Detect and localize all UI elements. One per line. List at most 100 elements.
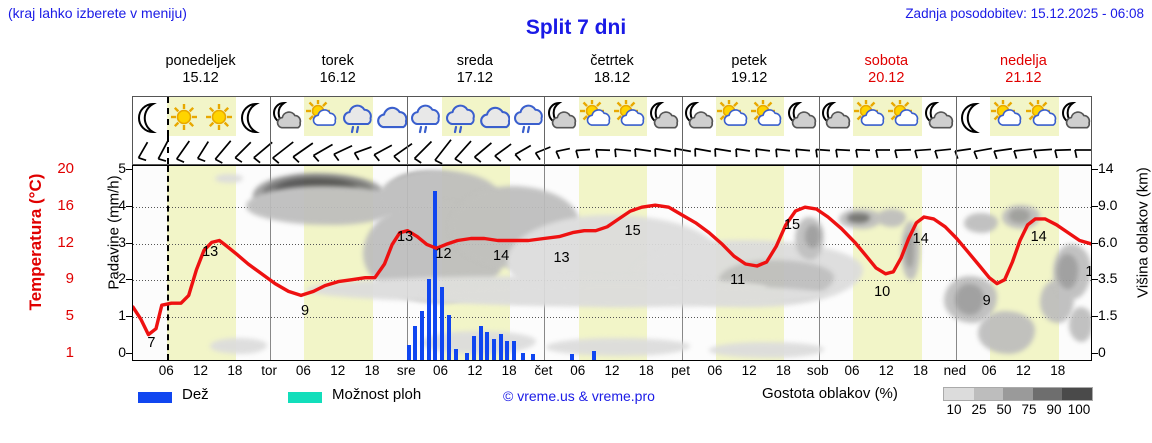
temperature-label: 7 xyxy=(147,334,156,351)
wind-barb xyxy=(766,136,800,165)
cloud-height-tick: 1.5 xyxy=(1098,307,1118,324)
time-tick-label: sre xyxy=(396,363,416,378)
time-tick-label: 12 xyxy=(330,363,346,378)
wind-barb xyxy=(926,136,960,165)
wind-barb xyxy=(986,136,1020,165)
cloud-scale-number: 100 xyxy=(1067,402,1091,417)
wind-barb xyxy=(386,136,420,165)
day-date: 18.12 xyxy=(593,70,631,86)
location-menu-note: (kraj lahko izberete v meniju) xyxy=(8,5,187,21)
sun-icon xyxy=(202,100,236,134)
cloud-scale-number: 50 xyxy=(996,402,1012,417)
rain-legend-swatch xyxy=(138,392,172,403)
cloud-density-blob xyxy=(964,213,998,233)
cloud-rain-icon xyxy=(407,100,441,134)
wind-barb xyxy=(786,136,820,165)
day-separator xyxy=(270,97,272,137)
temperature-tick: 1 xyxy=(65,344,74,361)
sun-cloud-icon xyxy=(990,100,1024,134)
temperature-value-labels: 7 13 9 13 12 14 13 15 11 15 10 14 9 14 11 xyxy=(133,166,1092,360)
wind-barb xyxy=(646,136,680,165)
cloud-height-tick: 6.0 xyxy=(1098,233,1118,250)
wind-barb xyxy=(166,136,200,165)
wind-barb xyxy=(186,136,220,165)
rain-legend-label: Dež xyxy=(182,386,209,403)
time-tick-label: 12 xyxy=(193,363,209,378)
time-tick-label: 06 xyxy=(707,363,723,378)
cloud-density-blob xyxy=(421,283,825,308)
day-date: 15.12 xyxy=(182,70,219,86)
sun-cloud-icon xyxy=(716,100,750,134)
current-time-marker xyxy=(167,136,169,164)
cloud-density-blob xyxy=(805,224,821,249)
horizontal-gridline xyxy=(133,206,1091,208)
wind-barb xyxy=(706,136,740,165)
cloud-scale-step xyxy=(944,388,974,400)
cloud-rain-icon xyxy=(442,100,476,134)
precipitation-bar xyxy=(433,190,438,360)
precipitation-bar xyxy=(512,341,517,360)
wind-barb xyxy=(566,136,600,165)
day-name: sreda xyxy=(456,53,493,69)
daylight-band xyxy=(167,166,202,360)
time-tick-label: 06 xyxy=(981,363,997,378)
current-time-marker xyxy=(167,97,169,136)
wind-barb xyxy=(866,136,900,165)
cloud-scale-number: 25 xyxy=(971,402,987,417)
temperature-axis-title: Temperatura (°C) xyxy=(26,173,45,311)
time-tick-label: ned xyxy=(943,363,967,378)
cloud-density-blob xyxy=(1008,209,1030,223)
cloud-rain-icon xyxy=(339,100,373,134)
precipitation-bar xyxy=(498,333,503,360)
day-date: 16.12 xyxy=(319,70,356,86)
temperature-label: 9 xyxy=(982,293,991,310)
day-header-nedelja: nedelja 21.12 xyxy=(955,53,1092,87)
temperature-label: 15 xyxy=(624,222,641,239)
day-date: 19.12 xyxy=(730,70,768,86)
precipitation-tick: 0 xyxy=(118,344,126,360)
moon-icon xyxy=(236,100,270,134)
time-tick-label: 18 xyxy=(227,363,243,378)
cloud-height-tick-mark xyxy=(1092,169,1098,170)
day-name: petek xyxy=(731,53,767,69)
temperature-label: 11 xyxy=(1085,264,1092,280)
sun-cloud-icon xyxy=(613,100,647,134)
time-tick-label: 18 xyxy=(913,363,929,378)
temperature-label: 13 xyxy=(202,244,219,261)
time-tick-label: tor xyxy=(261,363,278,378)
cloud-scale-step xyxy=(1003,388,1033,400)
time-tick-label: 06 xyxy=(158,363,174,378)
day-separator xyxy=(681,97,683,137)
wind-barb xyxy=(506,136,540,165)
day-separator xyxy=(270,136,272,165)
cloud-density-blob xyxy=(545,338,690,357)
copyright-label[interactable]: © vreme.us & vreme.pro xyxy=(503,388,655,404)
day-gridline xyxy=(270,166,272,360)
time-tick-label: 06 xyxy=(295,363,311,378)
day-separator xyxy=(407,97,409,137)
wind-barb xyxy=(206,136,240,165)
wind-barb xyxy=(966,136,1000,165)
temperature-tick: 5 xyxy=(65,307,74,325)
cloud-density-blob xyxy=(214,173,244,183)
cloud-density-blob xyxy=(709,342,825,359)
cloud-scale-step xyxy=(1062,388,1092,400)
cloud-density-blob xyxy=(847,213,871,223)
wind-barb xyxy=(306,136,340,165)
day-date: 17.12 xyxy=(456,70,493,86)
moon-icon xyxy=(133,100,167,134)
cloud-density-blob xyxy=(954,283,984,315)
precipitation-tick-mark xyxy=(126,205,132,207)
precipitation-bar xyxy=(406,345,411,360)
sun-cloud-icon xyxy=(305,100,339,134)
temperature-label: 11 xyxy=(730,271,746,288)
time-tick-label: 06 xyxy=(570,363,586,378)
time-tick-label: 18 xyxy=(501,363,517,378)
moon-cloud-icon xyxy=(545,100,579,134)
precipitation-bar xyxy=(569,354,574,360)
cloud-density-blob xyxy=(209,338,268,355)
cloud-density-blob xyxy=(1056,254,1078,290)
forecast-plot: 7 13 9 13 12 14 13 15 11 15 10 14 9 14 11 xyxy=(132,165,1092,361)
cloud-height-tick: 3.5 xyxy=(1098,270,1118,287)
cloud-height-axis-title: Višina oblakov (km) xyxy=(1134,167,1152,298)
